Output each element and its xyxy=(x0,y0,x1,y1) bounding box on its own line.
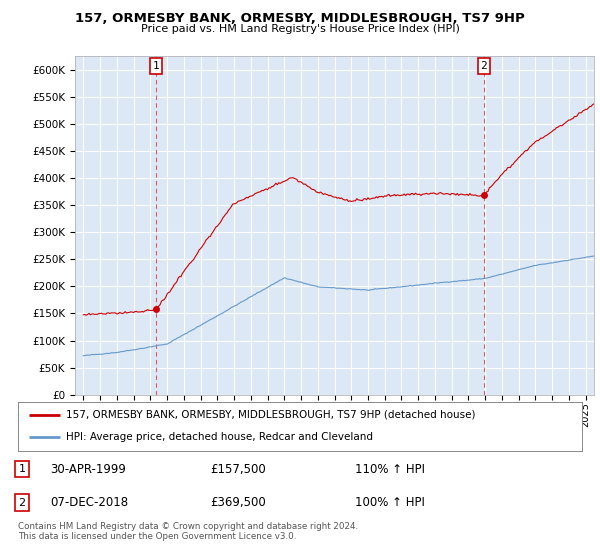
Text: £369,500: £369,500 xyxy=(210,496,266,509)
Text: Contains HM Land Registry data © Crown copyright and database right 2024.
This d: Contains HM Land Registry data © Crown c… xyxy=(18,522,358,542)
Text: 1: 1 xyxy=(152,61,159,71)
Text: 110% ↑ HPI: 110% ↑ HPI xyxy=(355,463,425,475)
Text: 157, ORMESBY BANK, ORMESBY, MIDDLESBROUGH, TS7 9HP (detached house): 157, ORMESBY BANK, ORMESBY, MIDDLESBROUG… xyxy=(66,410,475,420)
Text: HPI: Average price, detached house, Redcar and Cleveland: HPI: Average price, detached house, Redc… xyxy=(66,432,373,442)
Text: Price paid vs. HM Land Registry's House Price Index (HPI): Price paid vs. HM Land Registry's House … xyxy=(140,24,460,34)
Text: 2: 2 xyxy=(481,61,487,71)
Text: £157,500: £157,500 xyxy=(210,463,266,475)
Text: 30-APR-1999: 30-APR-1999 xyxy=(50,463,126,475)
Text: 100% ↑ HPI: 100% ↑ HPI xyxy=(355,496,425,509)
Text: 2: 2 xyxy=(19,497,26,507)
Text: 157, ORMESBY BANK, ORMESBY, MIDDLESBROUGH, TS7 9HP: 157, ORMESBY BANK, ORMESBY, MIDDLESBROUG… xyxy=(75,12,525,25)
Text: 07-DEC-2018: 07-DEC-2018 xyxy=(50,496,128,509)
Text: 1: 1 xyxy=(19,464,25,474)
